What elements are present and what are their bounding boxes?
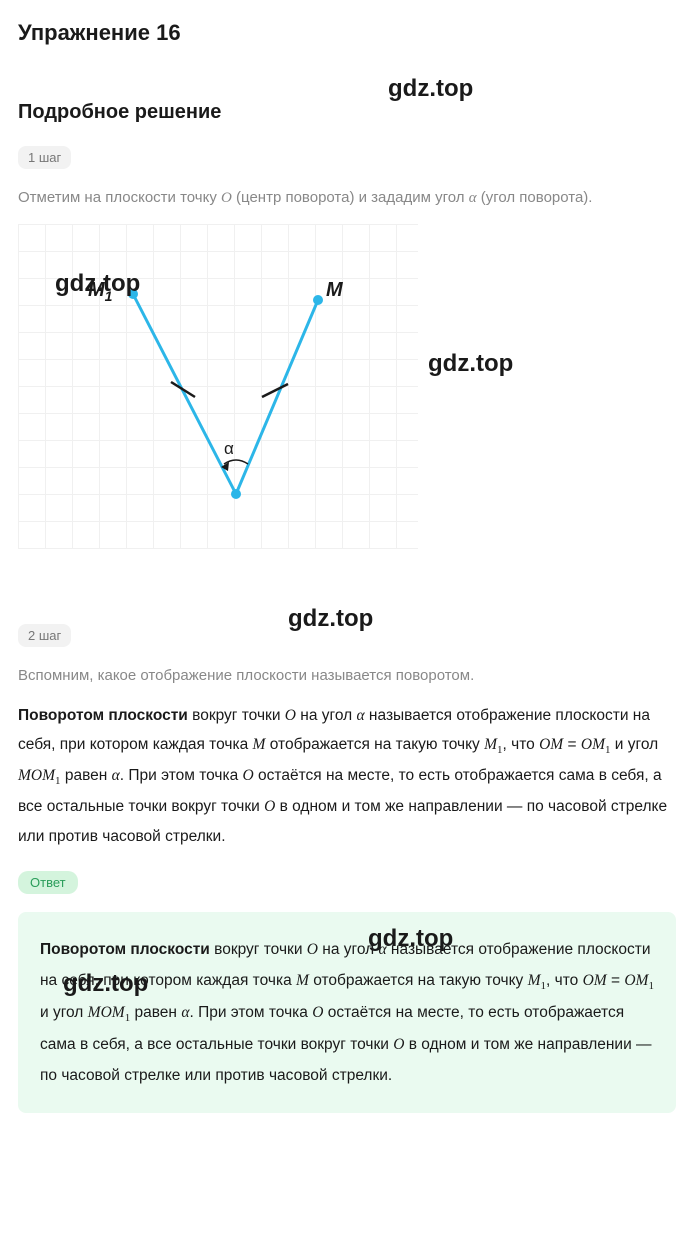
watermark: gdz.top (63, 970, 148, 998)
t: = (607, 972, 625, 989)
v: α (356, 707, 364, 724)
step-2-badge: 2 шаг (18, 624, 71, 647)
step-2-description: Вспомним, какое отображение плоскости на… (18, 665, 676, 688)
t: отображается на такую точку (309, 972, 528, 989)
v: O (393, 1036, 404, 1053)
page-root: Упражнение 16 Подробное решение 1 шаг От… (18, 20, 676, 1113)
t: на угол (296, 707, 357, 724)
t: , что (546, 972, 583, 989)
exercise-title: Упражнение 16 (18, 20, 676, 46)
watermark: gdz.top (428, 350, 513, 378)
watermark: gdz.top (388, 75, 473, 103)
answer-box: Поворотом плоскости вокруг точки O на уг… (18, 912, 676, 1113)
v: M (253, 736, 266, 753)
watermark: gdz.top (368, 925, 453, 953)
v: M (528, 972, 541, 989)
t: и угол (610, 736, 658, 753)
v: O (312, 1004, 323, 1021)
t: . При этом точка (189, 1004, 312, 1021)
v: O (243, 767, 254, 784)
text: (угол поворота). (477, 189, 593, 206)
def-strong: Поворотом плоскости (40, 941, 210, 958)
text: Отметим на плоскости точку (18, 189, 221, 206)
answer-text: Поворотом плоскости вокруг точки O на уг… (40, 934, 654, 1091)
var-o: O (221, 190, 232, 206)
t: равен (61, 767, 112, 784)
v: O (264, 798, 275, 815)
text: (центр поворота) и зададим угол (232, 189, 469, 206)
t: отображается на такую точку (265, 736, 484, 753)
t: вокруг точки (188, 707, 285, 724)
s: 1 (648, 980, 654, 992)
t: = (563, 736, 581, 753)
v: MOM (88, 1004, 125, 1021)
t: , что (503, 736, 540, 753)
section-title: Подробное решение (18, 101, 676, 124)
t: и угол (40, 1004, 88, 1021)
def-strong: Поворотом плоскости (18, 707, 188, 724)
t: вокруг точки (210, 941, 307, 958)
step-1-description: Отметим на плоскости точку O (центр пово… (18, 187, 676, 210)
answer-badge: Ответ (18, 871, 78, 894)
label-alpha: α (224, 439, 234, 459)
v: OM (581, 736, 605, 753)
step-1-badge: 1 шаг (18, 146, 71, 169)
v: M (296, 972, 309, 989)
v: O (307, 941, 318, 958)
watermark: gdz.top (288, 605, 373, 633)
t: . При этом точка (120, 767, 243, 784)
v: OM (624, 972, 648, 989)
v: MOM (18, 767, 55, 784)
v: OM (583, 972, 607, 989)
m-letter: M (326, 279, 343, 301)
v: O (285, 707, 296, 724)
watermark: gdz.top (55, 270, 140, 298)
label-m: M (326, 279, 343, 302)
t: равен (130, 1004, 181, 1021)
v: OM (539, 736, 563, 753)
var-alpha: α (469, 190, 477, 206)
v: M (484, 736, 497, 753)
v: α (112, 767, 120, 784)
definition-text: Поворотом плоскости вокруг точки O на уг… (18, 701, 676, 851)
